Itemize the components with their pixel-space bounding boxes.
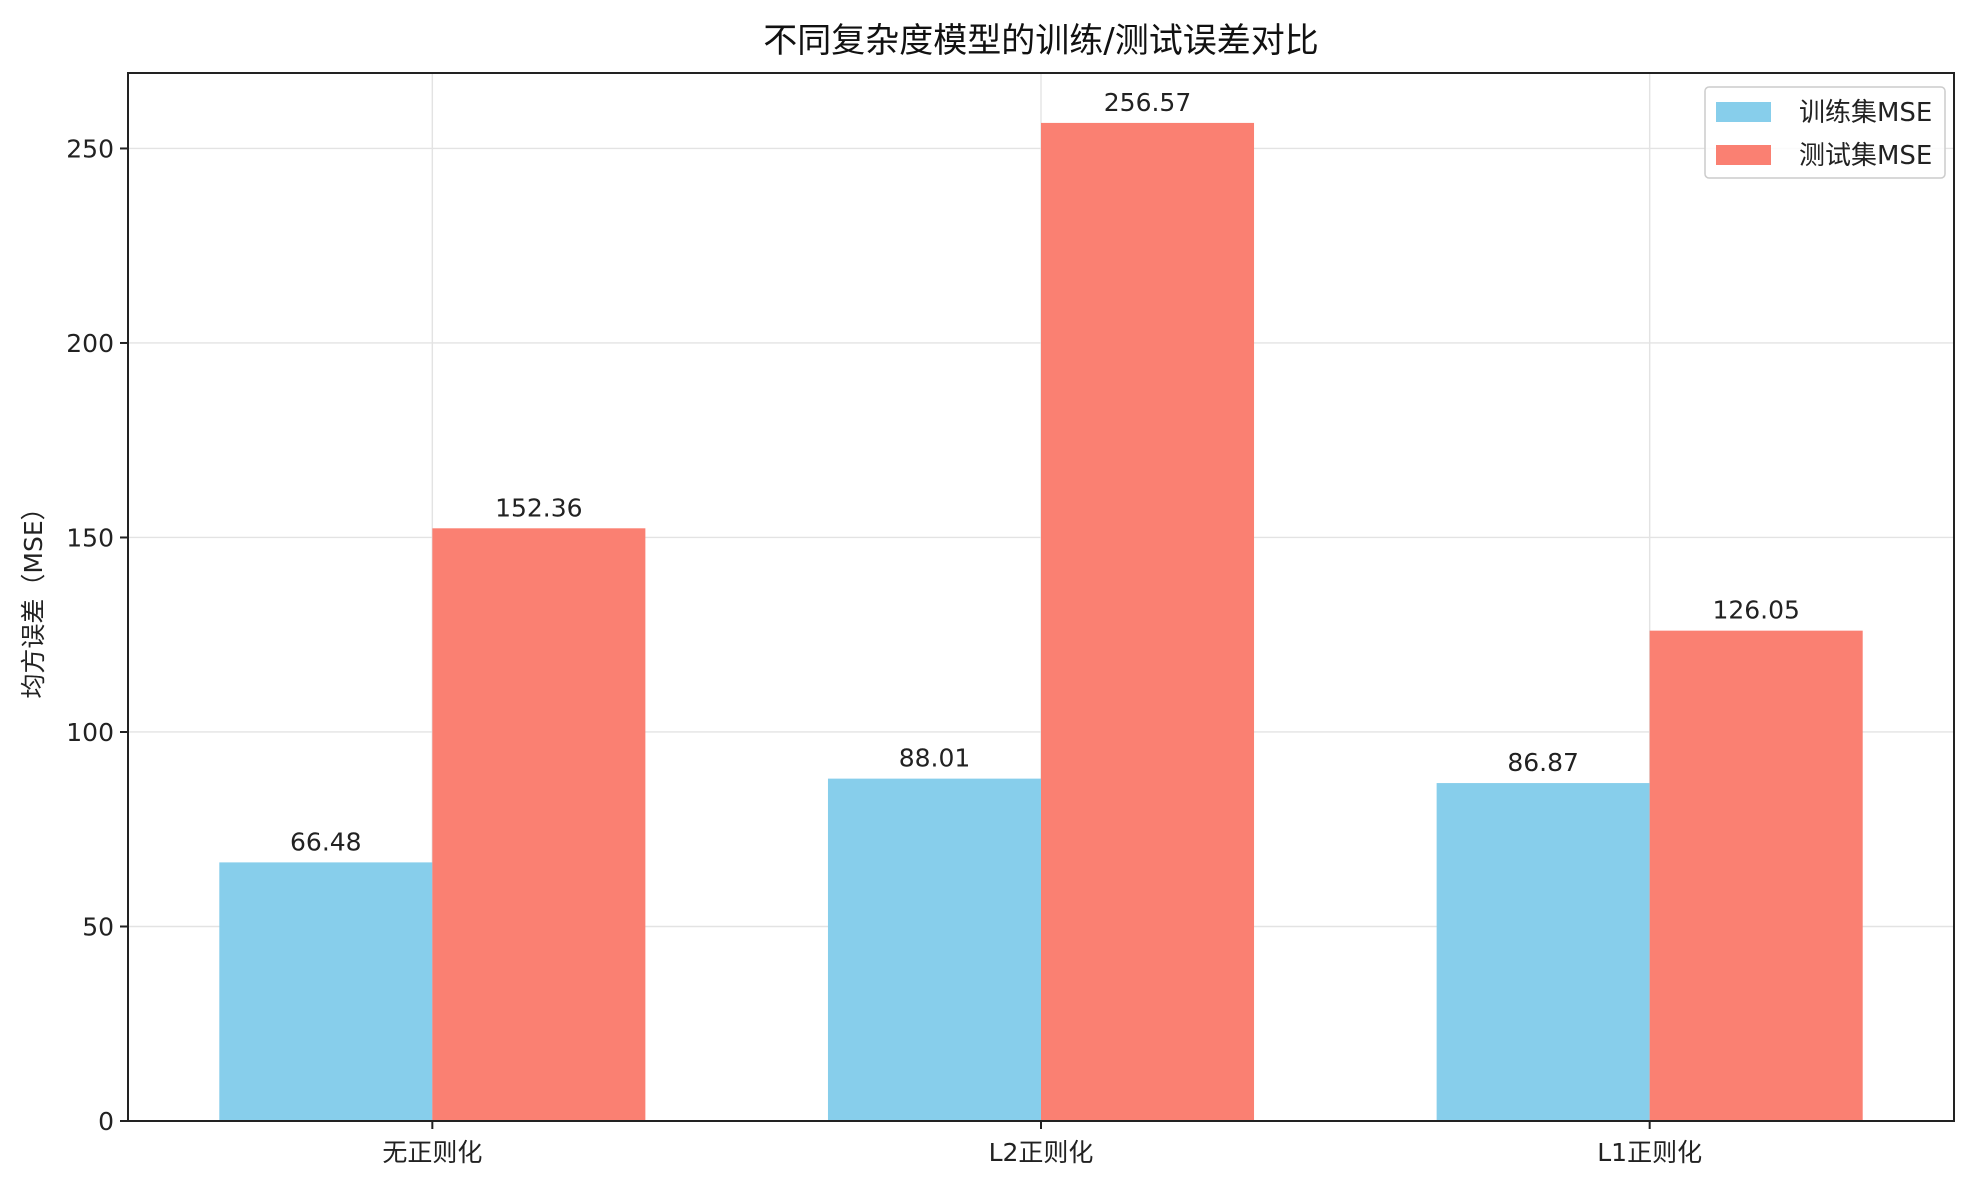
data-label: 152.36	[495, 493, 582, 522]
x-tick-label: 无正则化	[382, 1138, 482, 1167]
data-label: 86.87	[1507, 748, 1579, 777]
chart-title: 不同复杂度模型的训练/测试误差对比	[763, 21, 1318, 61]
bar-test	[432, 528, 646, 1121]
bars	[219, 122, 1863, 1121]
y-tick-label: 50	[82, 912, 114, 941]
data-label: 66.48	[290, 827, 362, 856]
legend-label: 训练集MSE	[1799, 98, 1932, 128]
bar-train	[827, 778, 1041, 1121]
x-tick-label: L1正则化	[1597, 1138, 1702, 1167]
legend-swatch	[1716, 145, 1771, 165]
y-axis-ticks: 0 50 100 150 200 250	[66, 134, 128, 1136]
legend: 训练集MSE 测试集MSE	[1704, 86, 1946, 179]
x-tick-label: L2正则化	[989, 1138, 1094, 1167]
y-tick-label: 250	[66, 134, 114, 163]
bar-train	[219, 862, 433, 1121]
y-tick-label: 150	[66, 523, 114, 552]
data-labels: 66.48 88.01 86.87 152.36 256.57 126.05	[290, 88, 1800, 856]
x-axis-ticks: 无正则化 L2正则化 L1正则化	[382, 1121, 1702, 1167]
bar-test	[1649, 630, 1863, 1121]
y-tick-label: 200	[66, 329, 114, 358]
y-axis-label: 均方误差（MSE）	[19, 495, 48, 698]
y-tick-label: 0	[98, 1107, 114, 1136]
data-label: 88.01	[899, 744, 971, 773]
legend-swatch	[1716, 102, 1771, 122]
legend-label: 测试集MSE	[1799, 141, 1932, 171]
bar-train	[1436, 783, 1650, 1121]
data-label: 256.57	[1104, 88, 1191, 117]
bar-test	[1041, 122, 1255, 1121]
y-tick-label: 100	[66, 718, 114, 747]
data-label: 126.05	[1712, 596, 1799, 625]
